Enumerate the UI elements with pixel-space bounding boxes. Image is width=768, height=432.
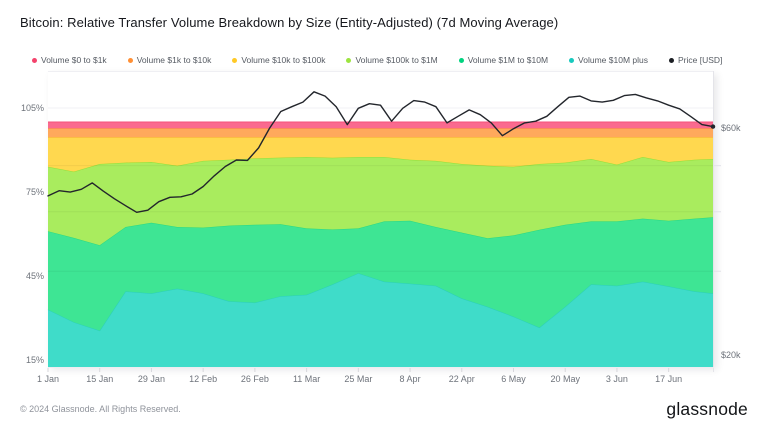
x-axis-label: 17 Jun: [655, 374, 682, 384]
legend-dot-icon: [668, 57, 674, 63]
legend-item-label: Volume $10M plus: [578, 55, 648, 65]
x-axis-label: 1 Jan: [37, 374, 59, 384]
legend-dot-icon: [232, 57, 238, 63]
legend-dot-icon: [458, 57, 464, 63]
x-axis-label: 25 Mar: [344, 374, 372, 384]
area-band: [48, 157, 713, 246]
y-axis-right-label: $60k: [721, 123, 741, 133]
legend-item[interactable]: Volume $1M to $10M: [458, 55, 549, 65]
legend-item-label: Volume $1M to $10M: [467, 55, 549, 65]
legend-dot-icon: [127, 57, 133, 63]
area-band: [48, 122, 713, 129]
x-axis-label: 6 May: [501, 374, 526, 384]
legend-item-label: Volume $100k to $1M: [355, 55, 438, 65]
x-axis-label: 20 May: [550, 374, 580, 384]
chart-legend: Volume $0 to $1k Volume $1k to $10k Volume…: [32, 55, 722, 65]
area-band: [48, 128, 713, 138]
legend-item[interactable]: Volume $10M plus: [569, 55, 648, 65]
price-line: [47, 91, 714, 213]
area-band: [48, 273, 713, 367]
price-end-dot: [710, 124, 716, 129]
legend-item[interactable]: Volume $10k to $100k: [232, 55, 325, 65]
legend-item[interactable]: Volume $0 to $1k: [32, 55, 107, 65]
legend-item-label: Volume $10k to $100k: [241, 55, 326, 65]
y-axis-left-label: 45%: [26, 271, 44, 281]
legend-item[interactable]: Volume $100k to $1M: [346, 55, 438, 65]
x-axis-label: 29 Jan: [138, 374, 165, 384]
y-axis-left-label: 105%: [21, 103, 44, 113]
y-axis-right-label: $20k: [721, 350, 741, 360]
copyright-text: © 2024 Glassnode. All Rights Reserved.: [20, 404, 181, 414]
legend-item-label: Price [USD]: [677, 55, 723, 65]
legend-item[interactable]: Price [USD]: [668, 55, 723, 65]
x-axis-label: 8 Apr: [400, 374, 421, 384]
legend-item-label: Volume $1k to $10k: [136, 55, 212, 65]
x-axis-label: 12 Feb: [189, 374, 217, 384]
y-axis-left-label: 15%: [26, 355, 44, 365]
glassnode-logo: glassnode: [666, 399, 748, 419]
legend-item[interactable]: Volume $1k to $10k: [127, 55, 212, 65]
area-band: [48, 137, 713, 172]
x-axis-label: 22 Apr: [449, 374, 475, 384]
legend-dot-icon: [569, 57, 575, 63]
x-axis-label: 11 Mar: [293, 374, 320, 384]
x-axis-label: 15 Jan: [86, 374, 113, 384]
legend-dot-icon: [346, 57, 352, 63]
legend-dot-icon: [32, 57, 37, 63]
x-axis-label: 3 Jun: [606, 374, 628, 384]
x-axis-label: 26 Feb: [241, 374, 269, 384]
legend-item-label: Volume $0 to $1k: [41, 55, 107, 65]
y-axis-left-label: 75%: [26, 187, 44, 197]
area-band: [48, 217, 713, 331]
chart-title: Bitcoin: Relative Transfer Volume Breakd…: [20, 15, 559, 30]
